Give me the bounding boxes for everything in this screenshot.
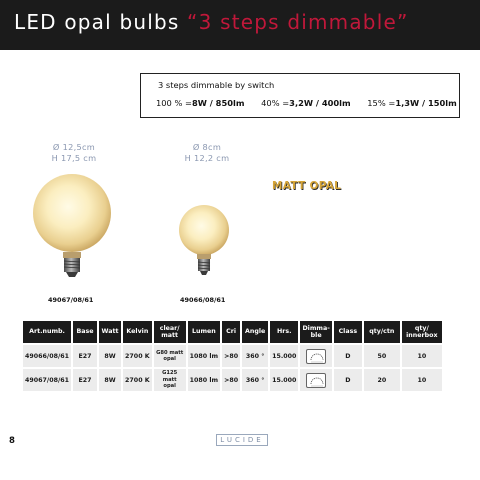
col-hrs: Hrs. bbox=[270, 321, 299, 343]
cell-qty-ctn: 50 bbox=[363, 345, 400, 367]
cell-qty-innerbox: 10 bbox=[401, 345, 442, 367]
table-row: 49066/08/61 E27 8W 2700 K G80 matt opal … bbox=[23, 345, 442, 367]
spec-table-header: Art.numb. Base Watt Kelvin clear/ matt L… bbox=[23, 321, 442, 343]
page-title: LED opal bulbs “3 steps dimmable” bbox=[14, 10, 409, 34]
cell-lumen: 1080 lm bbox=[187, 369, 221, 391]
cell-class: D bbox=[333, 369, 362, 391]
cell-qty-ctn: 20 bbox=[363, 369, 400, 391]
col-dimmable: Dimma- ble bbox=[300, 321, 332, 343]
col-kelvin: Kelvin bbox=[123, 321, 152, 343]
cell-watt: 8W bbox=[99, 369, 122, 391]
col-cri: Cri bbox=[222, 321, 241, 343]
cell-lumen: 1080 lm bbox=[187, 345, 221, 367]
bulb-small-height: H 12,2 cm bbox=[184, 153, 230, 163]
dimmable-switch-icon bbox=[306, 348, 327, 364]
cell-cri: >80 bbox=[222, 369, 241, 391]
matt-opal-label: MATT OPAL bbox=[272, 180, 342, 192]
bulb-small-image bbox=[179, 205, 229, 275]
cell-dimmable bbox=[300, 345, 332, 367]
cell-hrs: 15.000 bbox=[270, 369, 299, 391]
cell-clear-matt: G80 matt opal bbox=[153, 345, 186, 367]
dimming-step: 40% = 3,2W / 400lm bbox=[261, 98, 351, 108]
cell-kelvin: 2700 K bbox=[123, 345, 152, 367]
bulb-large-diameter: Ø 12,5cm bbox=[52, 142, 96, 152]
col-class: Class bbox=[333, 321, 362, 343]
cell-dimmable bbox=[300, 369, 332, 391]
col-watt: Watt bbox=[99, 321, 122, 343]
bulb-large-dimensions: Ø 12,5cm H 17,5 cm bbox=[44, 142, 104, 164]
col-base: Base bbox=[73, 321, 98, 343]
page-header: LED opal bulbs “3 steps dimmable” bbox=[0, 0, 480, 50]
cell-class: D bbox=[333, 345, 362, 367]
col-qty-ctn: qty/ctn bbox=[363, 321, 400, 343]
dimming-step: 100 % = 8W / 850lm bbox=[156, 98, 245, 108]
col-angle: Angle bbox=[242, 321, 269, 343]
cell-watt: 8W bbox=[99, 345, 122, 367]
cell-hrs: 15.000 bbox=[270, 345, 299, 367]
dimming-steps: 100 % = 8W / 850lm 40% = 3,2W / 400lm 15… bbox=[156, 98, 457, 108]
cell-art-numb: 49067/08/61 bbox=[23, 369, 72, 391]
bulb-large-code: 49067/08/61 bbox=[48, 296, 94, 304]
brand-logo: LUCIDE bbox=[216, 434, 268, 446]
bulb-small-dimensions: Ø 8cm H 12,2 cm bbox=[180, 142, 234, 164]
cell-base: E27 bbox=[73, 369, 98, 391]
bulb-small-code: 49066/08/61 bbox=[180, 296, 226, 304]
cell-angle: 360 ° bbox=[242, 345, 269, 367]
cell-qty-innerbox: 10 bbox=[401, 369, 442, 391]
dimmable-switch-icon bbox=[306, 372, 327, 388]
cell-art-numb: 49066/08/61 bbox=[23, 345, 72, 367]
page-number: 8 bbox=[9, 436, 15, 446]
cell-clear-matt: G125 matt opal bbox=[153, 369, 186, 391]
title-accent: “3 steps dimmable” bbox=[187, 10, 409, 34]
col-clear-matt: clear/ matt bbox=[153, 321, 186, 343]
col-lumen: Lumen bbox=[187, 321, 221, 343]
title-plain: LED opal bulbs bbox=[14, 10, 188, 34]
table-row: 49067/08/61 E27 8W 2700 K G125 matt opal… bbox=[23, 369, 442, 391]
bulb-small-diameter: Ø 8cm bbox=[192, 142, 222, 152]
col-qty-innerbox: qty/ innerbox bbox=[401, 321, 442, 343]
cell-cri: >80 bbox=[222, 345, 241, 367]
dimming-step: 15% = 1,3W / 150lm bbox=[367, 98, 457, 108]
cell-base: E27 bbox=[73, 345, 98, 367]
col-art-numb: Art.numb. bbox=[23, 321, 72, 343]
dimming-info-box: 3 steps dimmable by switch 100 % = 8W / … bbox=[140, 73, 460, 118]
spec-table: Art.numb. Base Watt Kelvin clear/ matt L… bbox=[21, 319, 444, 393]
bulb-large-image bbox=[33, 174, 111, 277]
cell-kelvin: 2700 K bbox=[123, 369, 152, 391]
bulb-large-height: H 17,5 cm bbox=[51, 153, 97, 163]
dimming-title: 3 steps dimmable by switch bbox=[158, 80, 275, 90]
cell-angle: 360 ° bbox=[242, 369, 269, 391]
